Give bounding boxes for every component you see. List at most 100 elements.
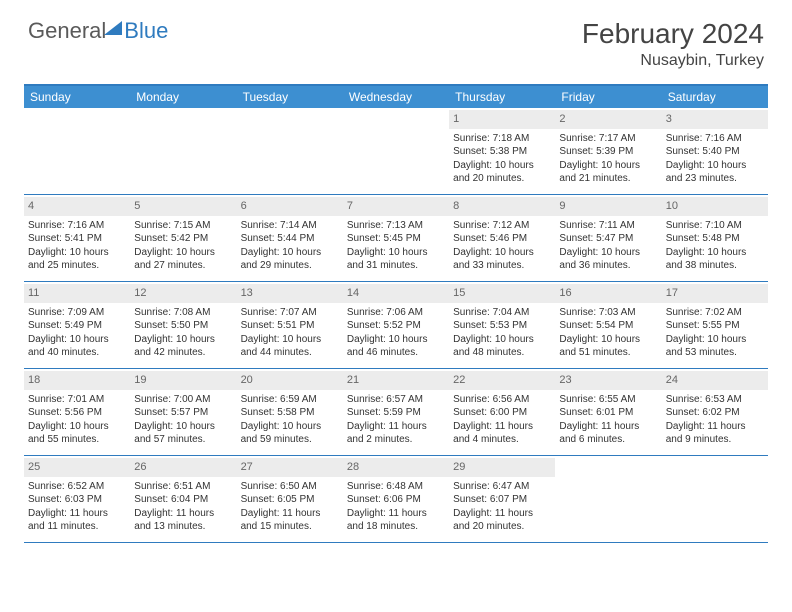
sunrise-text: Sunrise: 6:59 AM (241, 393, 339, 407)
daylight1-text: Daylight: 10 hours (28, 333, 126, 347)
weeks-container: 1Sunrise: 7:18 AMSunset: 5:38 PMDaylight… (24, 108, 768, 543)
day-number: 1 (449, 110, 555, 129)
calendar-cell: 23Sunrise: 6:55 AMSunset: 6:01 PMDayligh… (555, 369, 661, 455)
sunrise-text: Sunrise: 6:55 AM (559, 393, 657, 407)
calendar-cell: 9Sunrise: 7:11 AMSunset: 5:47 PMDaylight… (555, 195, 661, 281)
sunrise-text: Sunrise: 7:15 AM (134, 219, 232, 233)
sunrise-text: Sunrise: 7:14 AM (241, 219, 339, 233)
day-number: 27 (237, 458, 343, 477)
sunrise-text: Sunrise: 7:04 AM (453, 306, 551, 320)
daylight1-text: Daylight: 10 hours (453, 246, 551, 260)
sunset-text: Sunset: 5:56 PM (28, 406, 126, 420)
week-row: 4Sunrise: 7:16 AMSunset: 5:41 PMDaylight… (24, 195, 768, 282)
sunset-text: Sunset: 5:44 PM (241, 232, 339, 246)
month-title: February 2024 (582, 18, 764, 50)
day-number: 13 (237, 284, 343, 303)
dow-header: Saturday (662, 86, 768, 108)
daylight2-text: and 20 minutes. (453, 520, 551, 534)
calendar-cell: 14Sunrise: 7:06 AMSunset: 5:52 PMDayligh… (343, 282, 449, 368)
sunrise-text: Sunrise: 7:06 AM (347, 306, 445, 320)
daylight1-text: Daylight: 10 hours (241, 333, 339, 347)
calendar-cell: 18Sunrise: 7:01 AMSunset: 5:56 PMDayligh… (24, 369, 130, 455)
day-number: 14 (343, 284, 449, 303)
day-number: 8 (449, 197, 555, 216)
brand-part2: Blue (124, 18, 168, 44)
daylight2-text: and 20 minutes. (453, 172, 551, 186)
calendar-cell (24, 108, 130, 194)
daylight1-text: Daylight: 10 hours (134, 420, 232, 434)
calendar-cell: 2Sunrise: 7:17 AMSunset: 5:39 PMDaylight… (555, 108, 661, 194)
daylight1-text: Daylight: 10 hours (347, 246, 445, 260)
sunrise-text: Sunrise: 6:52 AM (28, 480, 126, 494)
day-number: 26 (130, 458, 236, 477)
daylight2-text: and 23 minutes. (666, 172, 764, 186)
calendar-cell: 1Sunrise: 7:18 AMSunset: 5:38 PMDaylight… (449, 108, 555, 194)
daylight1-text: Daylight: 10 hours (666, 159, 764, 173)
day-number: 3 (662, 110, 768, 129)
sunset-text: Sunset: 5:58 PM (241, 406, 339, 420)
calendar-cell (130, 108, 236, 194)
sunset-text: Sunset: 6:01 PM (559, 406, 657, 420)
day-number: 24 (662, 371, 768, 390)
week-row: 1Sunrise: 7:18 AMSunset: 5:38 PMDaylight… (24, 108, 768, 195)
daylight2-text: and 59 minutes. (241, 433, 339, 447)
sunrise-text: Sunrise: 7:08 AM (134, 306, 232, 320)
calendar-cell (237, 108, 343, 194)
calendar-cell: 21Sunrise: 6:57 AMSunset: 5:59 PMDayligh… (343, 369, 449, 455)
daylight2-text: and 13 minutes. (134, 520, 232, 534)
day-number: 21 (343, 371, 449, 390)
sunset-text: Sunset: 6:04 PM (134, 493, 232, 507)
calendar-cell: 11Sunrise: 7:09 AMSunset: 5:49 PMDayligh… (24, 282, 130, 368)
title-block: February 2024 Nusaybin, Turkey (582, 18, 764, 70)
day-number: 18 (24, 371, 130, 390)
sunset-text: Sunset: 6:03 PM (28, 493, 126, 507)
daylight1-text: Daylight: 10 hours (453, 159, 551, 173)
brand-part1: General (28, 18, 106, 44)
calendar-cell (343, 108, 449, 194)
daylight1-text: Daylight: 10 hours (453, 333, 551, 347)
day-number: 16 (555, 284, 661, 303)
day-number: 19 (130, 371, 236, 390)
sunset-text: Sunset: 5:41 PM (28, 232, 126, 246)
page-header: General Blue February 2024 Nusaybin, Tur… (0, 0, 792, 78)
daylight2-text: and 55 minutes. (28, 433, 126, 447)
calendar-cell: 4Sunrise: 7:16 AMSunset: 5:41 PMDaylight… (24, 195, 130, 281)
calendar-cell: 24Sunrise: 6:53 AMSunset: 6:02 PMDayligh… (662, 369, 768, 455)
day-number: 5 (130, 197, 236, 216)
daylight2-text: and 27 minutes. (134, 259, 232, 273)
sunrise-text: Sunrise: 6:47 AM (453, 480, 551, 494)
daylight2-text: and 48 minutes. (453, 346, 551, 360)
daylight2-text: and 18 minutes. (347, 520, 445, 534)
calendar-cell: 22Sunrise: 6:56 AMSunset: 6:00 PMDayligh… (449, 369, 555, 455)
calendar-cell: 29Sunrise: 6:47 AMSunset: 6:07 PMDayligh… (449, 456, 555, 542)
calendar-cell: 6Sunrise: 7:14 AMSunset: 5:44 PMDaylight… (237, 195, 343, 281)
location-label: Nusaybin, Turkey (582, 52, 764, 70)
sunrise-text: Sunrise: 7:09 AM (28, 306, 126, 320)
calendar-cell (555, 456, 661, 542)
daylight1-text: Daylight: 11 hours (559, 420, 657, 434)
daylight1-text: Daylight: 10 hours (666, 246, 764, 260)
sunrise-text: Sunrise: 6:48 AM (347, 480, 445, 494)
day-number: 10 (662, 197, 768, 216)
calendar-cell: 8Sunrise: 7:12 AMSunset: 5:46 PMDaylight… (449, 195, 555, 281)
daylight1-text: Daylight: 10 hours (666, 333, 764, 347)
day-number: 11 (24, 284, 130, 303)
daylight1-text: Daylight: 10 hours (134, 246, 232, 260)
sunset-text: Sunset: 5:45 PM (347, 232, 445, 246)
day-number: 20 (237, 371, 343, 390)
day-number: 22 (449, 371, 555, 390)
daylight2-text: and 29 minutes. (241, 259, 339, 273)
dow-header: Sunday (24, 86, 130, 108)
sunrise-text: Sunrise: 6:57 AM (347, 393, 445, 407)
calendar-cell: 12Sunrise: 7:08 AMSunset: 5:50 PMDayligh… (130, 282, 236, 368)
sunrise-text: Sunrise: 6:53 AM (666, 393, 764, 407)
daylight1-text: Daylight: 10 hours (347, 333, 445, 347)
sunset-text: Sunset: 5:42 PM (134, 232, 232, 246)
sunrise-text: Sunrise: 7:13 AM (347, 219, 445, 233)
sunrise-text: Sunrise: 7:10 AM (666, 219, 764, 233)
calendar-cell: 25Sunrise: 6:52 AMSunset: 6:03 PMDayligh… (24, 456, 130, 542)
daylight2-text: and 15 minutes. (241, 520, 339, 534)
day-number: 4 (24, 197, 130, 216)
day-number: 7 (343, 197, 449, 216)
calendar-cell: 13Sunrise: 7:07 AMSunset: 5:51 PMDayligh… (237, 282, 343, 368)
